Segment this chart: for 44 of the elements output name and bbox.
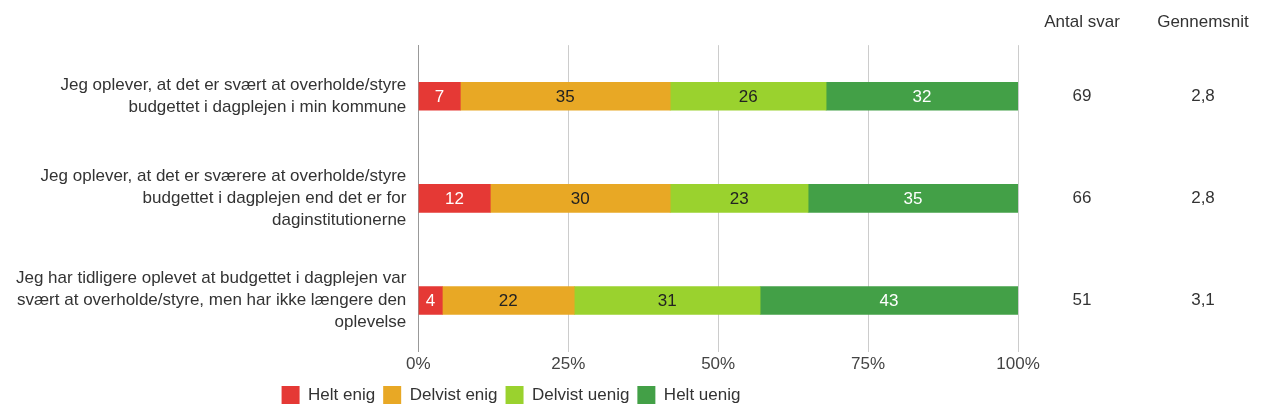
text: 2,8 (1191, 188, 1215, 208)
x-tick-label: 100% (996, 354, 1040, 374)
text: 3,1 (1191, 290, 1215, 310)
data-label: 32 (912, 86, 932, 106)
data-label: 22 (498, 291, 518, 311)
text: Antal svar (1044, 11, 1121, 31)
data-label: 43 (879, 291, 899, 311)
bar (418, 81, 461, 111)
x-tick-label: 25% (551, 354, 586, 374)
data-label: 35 (903, 189, 923, 209)
data-label: 30 (570, 189, 590, 209)
x-tick-label: 0% (406, 354, 431, 374)
bar (418, 184, 491, 213)
text: 51 (1072, 290, 1092, 310)
text: 2,8 (1191, 85, 1215, 105)
data-label: 35 (555, 86, 575, 106)
data-label: 4 (425, 291, 436, 311)
legend-label: Delvist uenig (532, 384, 630, 404)
data-label: 23 (729, 189, 749, 209)
bar (489, 184, 671, 213)
y-tick-label: Jeg oplever, at det er svært at overholde/styre budgettet i dagplejen i min kommune (60, 74, 407, 116)
text: 69 (1072, 85, 1092, 105)
bar (669, 81, 827, 111)
legend-label: Helt uenig (663, 384, 741, 404)
bar (459, 81, 671, 111)
y-tick-label: Jeg oplever, at det er sværere at overholde/styre budgettet i dagplejen end det er for daginstitutionerne (40, 165, 407, 230)
bar (825, 81, 1018, 111)
data-label: 31 (657, 291, 677, 311)
bar (669, 184, 809, 213)
x-tick-label: 75% (851, 354, 886, 374)
bar (807, 184, 1018, 213)
data-label: 7 (434, 86, 445, 106)
legend-label: Delvist enig (409, 384, 498, 404)
bar (441, 286, 575, 315)
legend-label: Helt enig (308, 384, 376, 404)
data-label: 26 (738, 86, 758, 106)
bar (418, 286, 443, 315)
text: Gennemsnit (1157, 11, 1250, 31)
data-label: 12 (445, 189, 465, 209)
bar (573, 286, 761, 315)
y-tick-label: Jeg har tidligere oplevet at budgettet i dagplejen var svært at overholde/styre, men har ikke længere den oplevelse (15, 268, 407, 332)
text: 66 (1072, 188, 1092, 208)
bar (759, 286, 1018, 315)
x-tick-label: 50% (701, 354, 736, 374)
